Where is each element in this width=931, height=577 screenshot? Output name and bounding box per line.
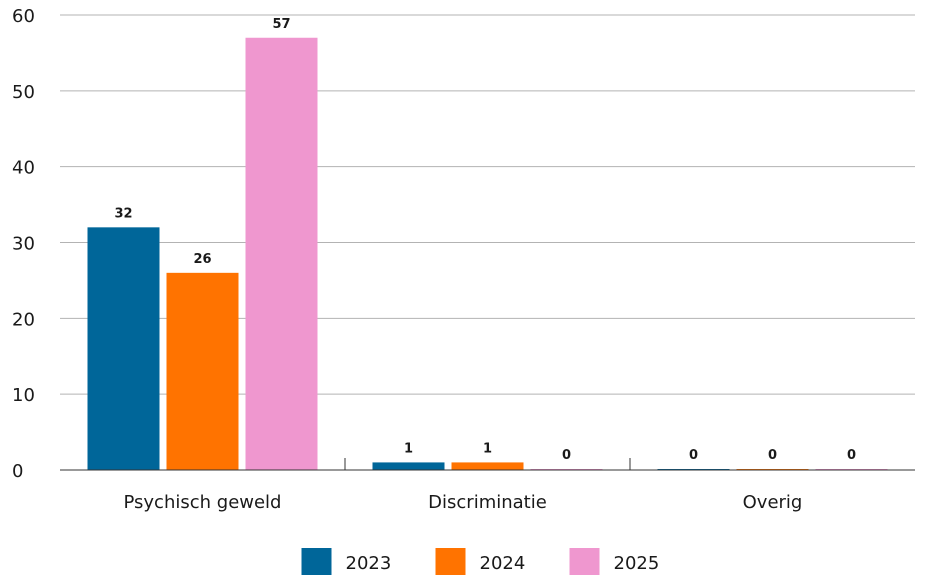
legend-label: 2025 <box>614 553 660 574</box>
legend-label: 2023 <box>346 553 392 574</box>
category-label: Overig <box>743 492 803 513</box>
bars <box>87 37 888 470</box>
y-tick-label: 50 <box>12 82 35 103</box>
data-label: 0 <box>689 448 698 463</box>
y-tick-label: 40 <box>12 158 35 179</box>
legend: 2023 2024 2025 <box>301 548 660 575</box>
y-tick-label: 60 <box>12 6 35 27</box>
y-tick-label: 20 <box>12 309 35 330</box>
bar <box>451 462 524 470</box>
y-tick-label: 0 <box>12 461 23 482</box>
data-label: 1 <box>404 441 413 456</box>
data-label: 0 <box>847 448 856 463</box>
category-label: Discriminatie <box>428 492 547 513</box>
legend-swatch <box>301 548 332 575</box>
legend-swatch <box>569 548 600 575</box>
y-tick-label: 30 <box>12 234 35 255</box>
y-axis-ticks: 0 10 20 30 40 50 60 <box>12 6 35 482</box>
data-label: 1 <box>483 441 492 456</box>
bar <box>245 37 318 470</box>
data-label: 26 <box>193 252 211 267</box>
category-label: Psychisch geweld <box>123 492 281 513</box>
y-tick-label: 10 <box>12 385 35 406</box>
bar <box>166 272 239 470</box>
category-labels: Psychisch geweld Discriminatie Overig <box>123 492 802 513</box>
data-label: 0 <box>562 448 571 463</box>
x-axis <box>60 458 915 471</box>
data-label: 32 <box>114 206 132 221</box>
bar <box>87 227 160 470</box>
data-labels: 32 26 57 1 1 0 0 0 0 <box>114 17 856 463</box>
data-label: 57 <box>272 17 290 32</box>
data-label: 0 <box>768 448 777 463</box>
bar <box>372 462 445 470</box>
legend-swatch <box>435 548 466 575</box>
legend-label: 2024 <box>480 553 526 574</box>
